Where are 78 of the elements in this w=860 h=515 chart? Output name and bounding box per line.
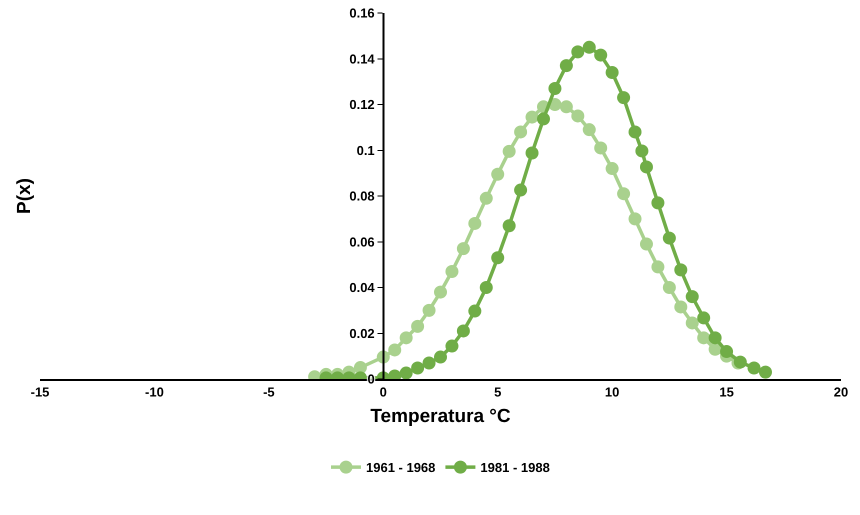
point bbox=[400, 366, 413, 379]
y-tick-label: 0.02 bbox=[349, 326, 375, 341]
point bbox=[594, 141, 608, 154]
x-tick-label: -15 bbox=[30, 384, 50, 400]
point bbox=[422, 304, 436, 317]
x-tick-label: 15 bbox=[719, 384, 734, 400]
x-tick-label: -10 bbox=[145, 384, 164, 400]
legend-label: 1961 - 1968 bbox=[366, 460, 436, 476]
point bbox=[422, 356, 436, 370]
point bbox=[606, 66, 619, 79]
x-tick-label: 20 bbox=[834, 384, 848, 400]
point bbox=[628, 212, 642, 226]
point bbox=[560, 100, 573, 114]
legend-label: 1981 - 1988 bbox=[480, 460, 550, 476]
point bbox=[445, 264, 458, 278]
point bbox=[468, 304, 482, 318]
point bbox=[445, 340, 458, 353]
point bbox=[758, 366, 772, 379]
point bbox=[514, 184, 528, 197]
point bbox=[480, 192, 493, 205]
y-tick-label: 0.1 bbox=[356, 142, 375, 158]
point bbox=[635, 144, 648, 158]
point bbox=[582, 40, 596, 54]
point bbox=[617, 91, 630, 104]
point bbox=[674, 300, 688, 314]
point bbox=[526, 110, 539, 124]
x-axis-title: Temperatura °C bbox=[370, 406, 511, 427]
y-tick-label: 0.06 bbox=[349, 234, 375, 250]
point bbox=[468, 216, 482, 230]
y-tick-label: 0.08 bbox=[349, 188, 375, 204]
point bbox=[388, 343, 402, 356]
point bbox=[571, 45, 584, 58]
point bbox=[617, 187, 630, 200]
point bbox=[708, 331, 722, 344]
point bbox=[697, 331, 710, 344]
y-tick-label: 0.16 bbox=[349, 6, 375, 21]
point bbox=[548, 82, 562, 95]
point bbox=[628, 125, 642, 138]
point bbox=[674, 263, 688, 276]
x-tick-label: 5 bbox=[494, 384, 502, 400]
point bbox=[686, 290, 699, 304]
point bbox=[411, 362, 424, 375]
x-tick-label: 10 bbox=[604, 384, 620, 400]
point bbox=[491, 168, 504, 181]
point bbox=[400, 331, 413, 344]
point bbox=[651, 196, 664, 210]
point bbox=[697, 311, 710, 324]
point bbox=[686, 316, 699, 330]
point bbox=[502, 144, 516, 158]
point bbox=[594, 48, 608, 62]
point bbox=[662, 232, 676, 245]
y-tick-label: 0.04 bbox=[349, 280, 376, 296]
y-tick-label: 0.14 bbox=[349, 51, 376, 66]
point bbox=[491, 251, 504, 264]
point bbox=[571, 109, 584, 122]
point bbox=[606, 162, 619, 176]
point bbox=[480, 281, 493, 294]
point bbox=[411, 320, 424, 333]
point bbox=[560, 59, 573, 72]
point bbox=[536, 112, 550, 126]
point bbox=[582, 123, 596, 136]
point bbox=[456, 242, 470, 256]
point bbox=[662, 281, 676, 294]
point bbox=[456, 324, 470, 338]
y-axis-title: P(x) bbox=[14, 178, 35, 214]
y-tick-label: 0.12 bbox=[349, 97, 375, 112]
point bbox=[748, 362, 761, 375]
point bbox=[434, 350, 447, 364]
point bbox=[526, 146, 539, 160]
x-tick-label: 0 bbox=[380, 384, 387, 400]
point bbox=[640, 160, 653, 174]
point bbox=[640, 238, 653, 251]
point bbox=[651, 260, 664, 274]
x-tick-label: -5 bbox=[263, 384, 275, 400]
point bbox=[434, 286, 447, 299]
point bbox=[514, 125, 528, 138]
point bbox=[502, 219, 516, 232]
point bbox=[720, 345, 734, 358]
